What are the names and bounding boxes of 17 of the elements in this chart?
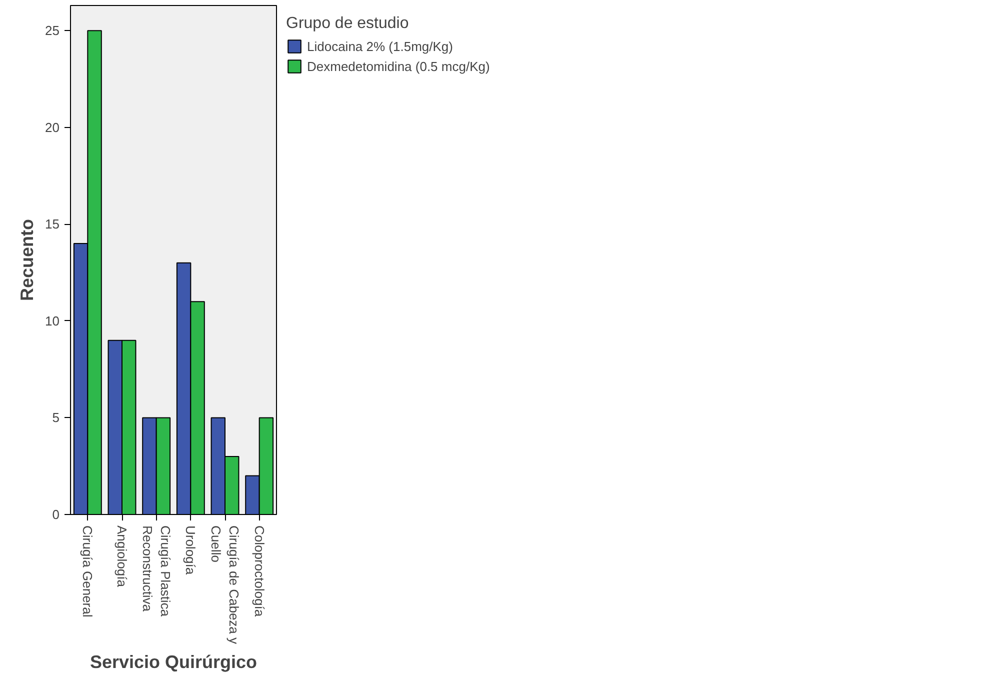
y-tick-label: 0 <box>52 507 60 522</box>
y-tick-label: 15 <box>45 216 60 232</box>
x-tick-label: Cirugía de Cabeza y Cuello <box>208 526 242 645</box>
y-tick-label: 25 <box>45 23 60 38</box>
y-tick-label: 20 <box>45 120 60 135</box>
x-tick-label: Angiología <box>114 526 130 588</box>
x-tick-label: Cirugía General <box>80 526 96 618</box>
x-tick-label: Cirugía Plastica Reconstructiva <box>140 526 173 618</box>
legend-label: Dexmedetomidina (0.5 mcg/Kg) <box>307 58 490 74</box>
x-axis-title: Servicio Quirúrgico <box>90 652 258 672</box>
x-tick-label: Urología <box>183 526 198 576</box>
y-axis-title: Recuento <box>17 218 38 302</box>
x-tick-label: Coloproctología <box>252 526 267 618</box>
y-tick-label: 10 <box>45 313 60 328</box>
legend-title: Grupo de estudio <box>286 15 410 33</box>
legend-label: Lidocaina 2% (1.5mg/Kg) <box>307 38 453 54</box>
y-tick-label: 5 <box>52 410 60 426</box>
